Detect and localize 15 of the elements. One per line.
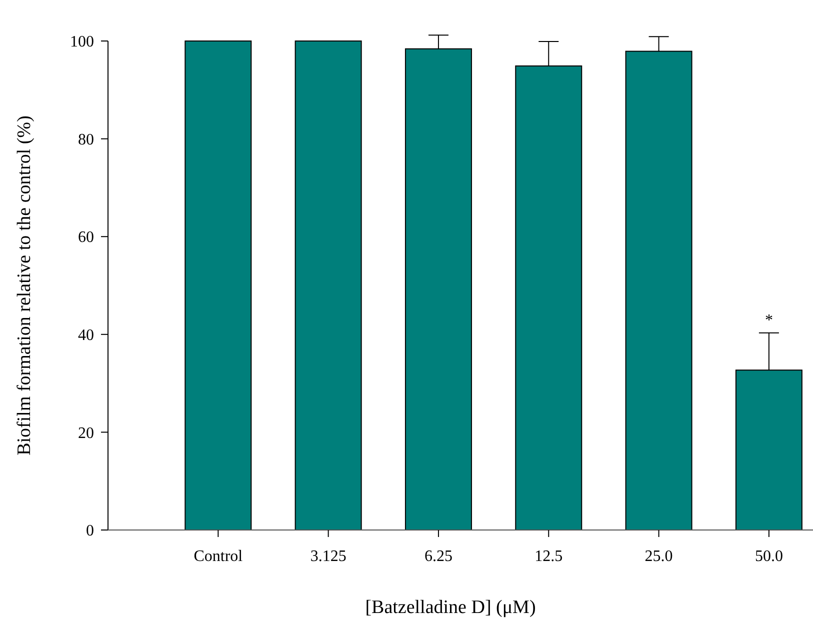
y-tick-label: 0: [86, 522, 94, 540]
x-axis-title: [Batzelladine D] (μM): [365, 597, 536, 618]
x-tick-label: 3.125: [310, 548, 346, 565]
y-axis-title: Biofilm formation relative to the control (%): [14, 116, 35, 456]
x-tick-label: 6.25: [424, 548, 452, 565]
y-tick-label: 80: [78, 131, 94, 148]
y-tick-label: 40: [78, 327, 94, 344]
x-tick-label: 12.5: [534, 548, 563, 565]
y-tick-label: 20: [78, 424, 94, 442]
x-tick-label: Control: [194, 548, 244, 565]
y-tick-label: 60: [78, 229, 94, 246]
y-tick-label: 100: [70, 34, 94, 51]
annotation: *: [764, 312, 773, 329]
x-tick-label: 25.0: [644, 548, 673, 565]
x-tick-label: 50.0: [754, 548, 783, 565]
